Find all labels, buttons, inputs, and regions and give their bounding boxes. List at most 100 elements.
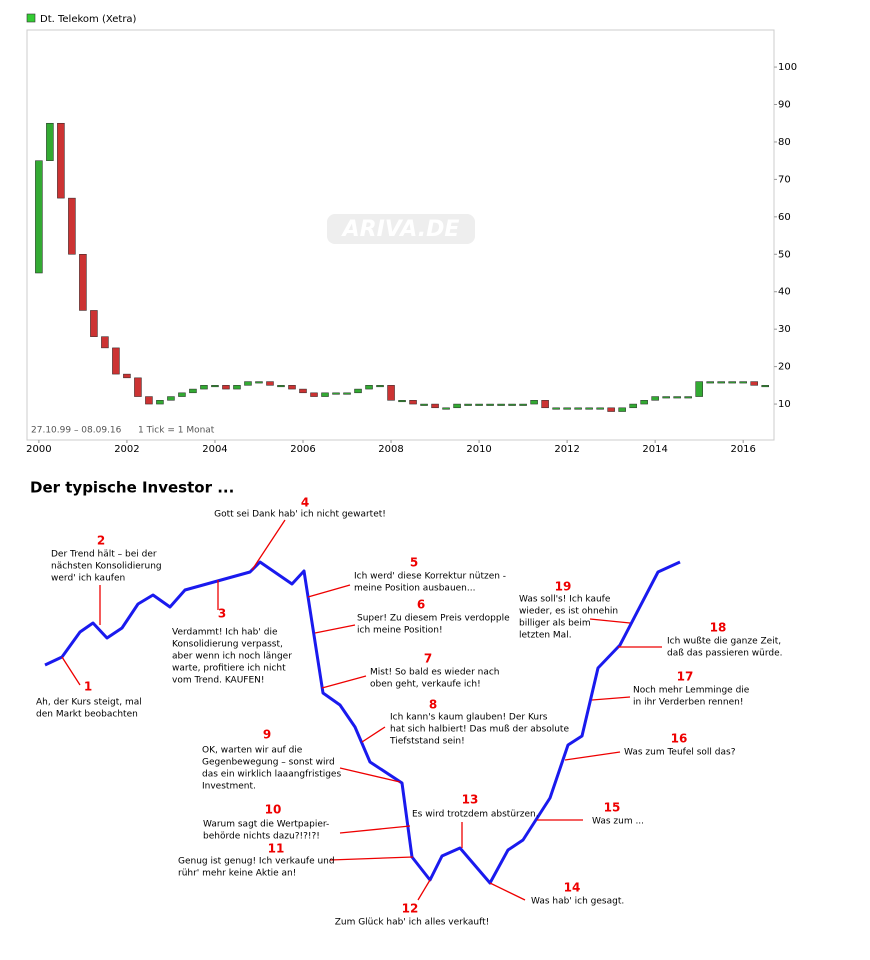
candle — [123, 373, 131, 379]
candle — [387, 385, 395, 401]
note-text: Genug ist genug! Ich verkaufe und — [178, 857, 335, 867]
candle — [519, 403, 527, 406]
candle — [156, 400, 164, 405]
note-text: Warum sagt die Wertpapier- — [203, 820, 329, 830]
legend-label: Dt. Telekom (Xetra) — [40, 14, 137, 25]
candle — [662, 396, 670, 399]
candle — [68, 197, 76, 255]
note-text: Ah, der Kurs steigt, mal — [36, 698, 142, 708]
note-number: 1 — [84, 680, 92, 694]
candle — [739, 381, 747, 384]
candle — [398, 400, 406, 403]
range-label: 27.10.99 – 08.09.16 — [31, 426, 122, 436]
note-text: den Markt beobachten — [36, 710, 138, 720]
note-text: wieder, es ist ohnehin — [519, 607, 618, 617]
candle — [299, 388, 307, 394]
candle — [453, 403, 461, 409]
tick-label: 1 Tick = 1 Monat — [138, 426, 215, 436]
pointer — [589, 618, 631, 624]
pointer — [61, 656, 81, 686]
pointer — [489, 882, 526, 901]
candle — [277, 385, 285, 388]
note-text: billiger als beim — [519, 619, 591, 629]
note-number: 18 — [710, 621, 727, 635]
candle — [640, 400, 648, 405]
candle — [211, 385, 219, 388]
candle — [288, 385, 296, 390]
note-text: Es wird trotzdem abstürzen. — [412, 810, 539, 820]
note-text: Was zum Teufel soll das? — [624, 748, 736, 758]
candle — [442, 407, 450, 410]
x-tick-label: 2002 — [114, 444, 139, 455]
candle — [79, 254, 87, 311]
y-tick-label: 40 — [778, 287, 791, 298]
note-text: Verdammt! Ich hab' die — [172, 628, 278, 638]
candle — [530, 400, 538, 405]
note-text: Noch mehr Lemminge die — [633, 686, 750, 696]
note-text: oben geht, verkaufe ich! — [370, 680, 481, 690]
legend-swatch — [26, 13, 36, 23]
note-text: vom Trend. KAUFEN! — [172, 676, 265, 686]
x-tick-label: 2016 — [730, 444, 755, 455]
note-text: rühr' mehr keine Aktie an! — [178, 869, 296, 879]
candle — [90, 310, 98, 337]
note-number: 9 — [263, 728, 271, 742]
diagram-title: Der typische Investor ... — [30, 479, 234, 497]
note-text: Gegenbewegung – sonst wird — [202, 758, 335, 768]
note-text: aber wenn ich noch länger — [172, 652, 292, 662]
candle — [178, 392, 186, 397]
note-text: meine Position ausbauen... — [354, 584, 475, 594]
pointer — [339, 825, 411, 834]
note-number: 19 — [555, 580, 572, 594]
x-tick-label: 2014 — [642, 444, 667, 455]
notes: 1 Ah, der Kurs steigt, mal den Markt beoba… — [36, 496, 783, 928]
note-text: Der Trend hält – bei der — [51, 550, 157, 560]
y-tick-label: 100 — [778, 62, 797, 73]
candle — [310, 392, 318, 397]
note-number: 8 — [429, 698, 437, 712]
note-text: in ihr Verderben rennen! — [633, 698, 743, 708]
y-tick-label: 10 — [778, 399, 791, 410]
note-text: Ich wußte die ganze Zeit, — [667, 637, 781, 647]
candle — [376, 385, 384, 388]
candle — [508, 403, 516, 406]
x-tick-label: 2012 — [554, 444, 579, 455]
y-tick-label: 20 — [778, 362, 791, 373]
candle — [134, 377, 142, 397]
note-text: daß das passieren würde. — [667, 649, 783, 659]
y-tick-label: 70 — [778, 174, 791, 185]
candle — [618, 407, 626, 412]
note-text: Was zum ... — [592, 817, 644, 827]
candle — [35, 160, 43, 274]
note-text: Zum Glück hab' ich alles verkauft! — [335, 918, 490, 928]
candle — [365, 385, 373, 390]
pointer — [339, 767, 401, 783]
x-tick-label: 2000 — [26, 444, 51, 455]
note-text: Ich werd' diese Korrektur nützen - — [354, 572, 506, 582]
x-tick-label: 2006 — [290, 444, 315, 455]
pointer — [329, 856, 414, 861]
y-tick-label: 50 — [778, 249, 791, 260]
note-text: Ich kann's kaum glauben! Der Kurs — [390, 713, 548, 723]
candle — [695, 381, 703, 397]
candle — [475, 403, 483, 406]
note-number: 11 — [268, 842, 285, 856]
candle — [343, 392, 351, 395]
y-tick-label: 60 — [778, 212, 791, 223]
note-text: Mist! So bald es wieder nach — [370, 668, 500, 678]
x-tick-label: 2010 — [466, 444, 491, 455]
candle — [750, 381, 758, 386]
note-number: 2 — [97, 534, 105, 548]
candle — [486, 403, 494, 406]
candle — [541, 400, 549, 409]
candle — [420, 403, 428, 406]
candle — [200, 385, 208, 390]
candle — [706, 381, 714, 384]
candle — [46, 122, 54, 161]
candle — [574, 407, 582, 410]
note-number: 7 — [424, 652, 432, 666]
candle — [167, 396, 175, 401]
pointer — [361, 726, 386, 743]
note-number: 5 — [410, 556, 418, 570]
candle — [57, 122, 65, 199]
